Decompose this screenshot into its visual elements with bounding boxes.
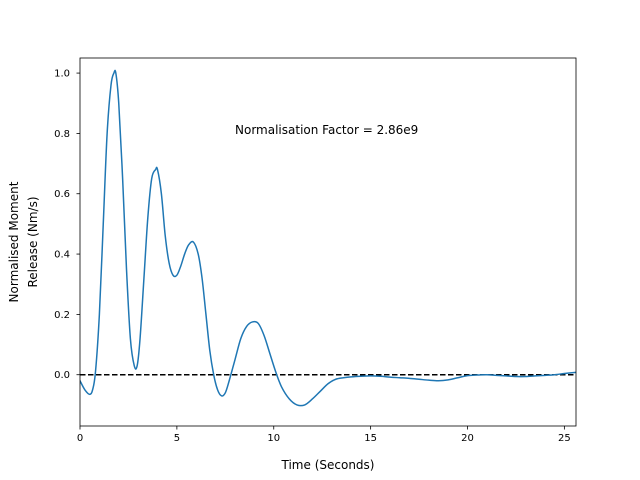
y-tick-label: 0.6 [54, 189, 70, 200]
y-tick-label: 0.4 [54, 250, 70, 261]
y-axis-label-line-2: Release (Nm/s) [26, 196, 40, 287]
x-tick-label: 25 [558, 433, 571, 444]
x-tick-label: 5 [174, 433, 180, 444]
series-line-0 [80, 69, 576, 407]
normalisation-annotation: Normalisation Factor = 2.86e9 [235, 123, 418, 137]
x-tick-label: 0 [77, 433, 83, 444]
plot-frame [79, 57, 577, 427]
y-tick-label: 1.0 [54, 69, 70, 80]
x-axis-label: Time (Seconds) [281, 458, 375, 472]
x-tick-label: 20 [461, 433, 474, 444]
x-tick-label: 15 [364, 433, 377, 444]
y-tick-label: 0.0 [54, 370, 70, 381]
y-axis-label-line-1: Normalised Moment [7, 181, 21, 302]
y-tick-label: 0.8 [54, 129, 70, 140]
x-tick-label: 10 [267, 433, 280, 444]
y-tick-label: 0.2 [54, 310, 70, 321]
